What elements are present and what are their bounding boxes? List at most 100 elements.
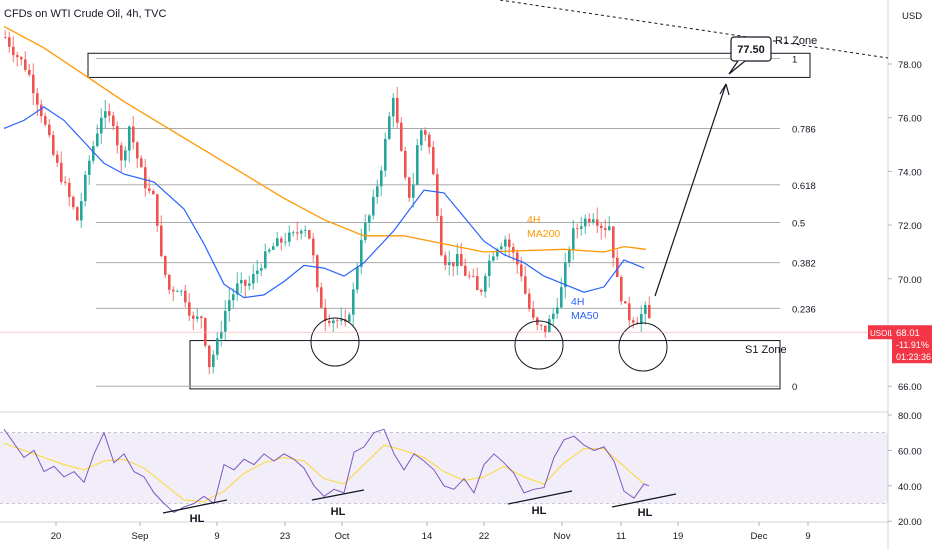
candle-body xyxy=(364,222,367,240)
ma200-label-line1: 4H xyxy=(527,214,540,226)
time-tick-label: 9 xyxy=(805,531,810,542)
candle-body xyxy=(188,302,191,316)
candle-body xyxy=(64,181,67,183)
candle-body xyxy=(208,345,211,368)
candle-body xyxy=(244,280,247,286)
projection-arrow-head xyxy=(719,83,730,96)
candle-body xyxy=(96,133,99,147)
candle-body xyxy=(596,219,599,226)
candle-body xyxy=(56,154,59,163)
candle-body xyxy=(328,320,331,324)
time-tick-label: 22 xyxy=(479,531,490,542)
candle-body xyxy=(76,207,79,221)
price-axis[interactable] xyxy=(888,0,932,550)
rsi-tick-label: 20.00 xyxy=(898,517,922,528)
candle-body xyxy=(136,142,139,159)
ma50-line xyxy=(3,106,645,299)
s1-zone-label: S1 Zone xyxy=(745,344,787,356)
candle-body xyxy=(112,115,115,127)
higher-low-circle xyxy=(618,322,668,372)
higher-low-circle xyxy=(514,320,564,370)
candle-body xyxy=(444,255,447,265)
price-tick-label: 70.00 xyxy=(898,275,922,286)
fib-level-label: 0 xyxy=(792,382,797,393)
candle-body xyxy=(352,289,355,315)
candle-body xyxy=(300,230,303,234)
candle-body xyxy=(92,146,95,161)
price-badge xyxy=(892,325,932,364)
dotted-trendline xyxy=(499,0,889,59)
candle-body xyxy=(20,57,23,60)
price-badge-change: -11.91% xyxy=(896,340,929,350)
candle-body xyxy=(224,311,227,332)
candle-body xyxy=(356,266,359,290)
candle-body xyxy=(528,293,531,310)
candle-body xyxy=(216,338,219,355)
candle-body xyxy=(252,273,255,284)
candle-body xyxy=(556,307,559,314)
candle-body xyxy=(72,197,75,208)
candle-body xyxy=(220,331,223,339)
candle-body xyxy=(120,145,123,161)
candle-body xyxy=(316,255,319,288)
candle-body xyxy=(332,320,335,324)
candle-body xyxy=(304,230,307,231)
candle-body xyxy=(28,69,31,75)
candle-body xyxy=(592,219,595,222)
candle-body xyxy=(584,218,587,227)
candle-body xyxy=(396,97,399,123)
candle-body xyxy=(24,59,27,70)
r1-zone-box xyxy=(87,52,811,78)
candle-body xyxy=(168,274,171,290)
candle-body xyxy=(540,324,543,326)
candle-body xyxy=(36,93,39,105)
candle-body xyxy=(60,162,63,182)
candle-body xyxy=(644,305,647,315)
candle-body xyxy=(384,138,387,171)
candle-body xyxy=(184,290,187,303)
candle-body xyxy=(68,182,71,198)
rsi-line xyxy=(3,428,650,514)
candle-body xyxy=(176,291,179,293)
candle-body xyxy=(228,300,231,312)
candle-body xyxy=(256,270,259,274)
candle-body xyxy=(628,303,631,321)
candle-body xyxy=(200,316,203,319)
candle-body xyxy=(128,126,131,151)
candle-body xyxy=(500,246,503,250)
candle-body xyxy=(484,276,487,292)
time-tick-label: Sep xyxy=(132,531,149,542)
time-tick-label: Oct xyxy=(335,531,350,542)
ma50-label-line2: MA50 xyxy=(571,310,599,322)
candle-body xyxy=(196,316,199,319)
candle-body xyxy=(280,238,283,243)
rsi-tick-label: 40.00 xyxy=(898,482,922,493)
candle-body xyxy=(4,37,7,38)
candle-body xyxy=(600,225,603,229)
currency-label: USD xyxy=(902,11,922,22)
candle-body xyxy=(32,74,35,94)
candle-body xyxy=(236,283,239,295)
candle-body xyxy=(572,228,575,250)
candle-body xyxy=(568,249,571,263)
candle-body xyxy=(576,228,579,230)
projection-arrow-shaft xyxy=(654,83,727,297)
ma50-label-line1: 4H xyxy=(571,296,584,308)
candle-body xyxy=(108,111,111,116)
candle-body xyxy=(476,276,479,291)
candle-body xyxy=(424,130,427,135)
fib-level-label: 0.5 xyxy=(792,218,805,229)
candle-body xyxy=(348,314,351,322)
candle-body xyxy=(240,280,243,284)
candle-body xyxy=(132,126,135,143)
candle-body xyxy=(632,320,635,323)
s1-zone-box xyxy=(189,340,781,390)
candle-body xyxy=(152,190,155,195)
symbol-badge-label: USOIL xyxy=(870,329,895,338)
candle-body xyxy=(164,256,167,275)
candle-body xyxy=(380,170,383,187)
candle-body xyxy=(308,230,311,239)
candle-body xyxy=(248,283,251,286)
candle-body xyxy=(284,241,287,243)
